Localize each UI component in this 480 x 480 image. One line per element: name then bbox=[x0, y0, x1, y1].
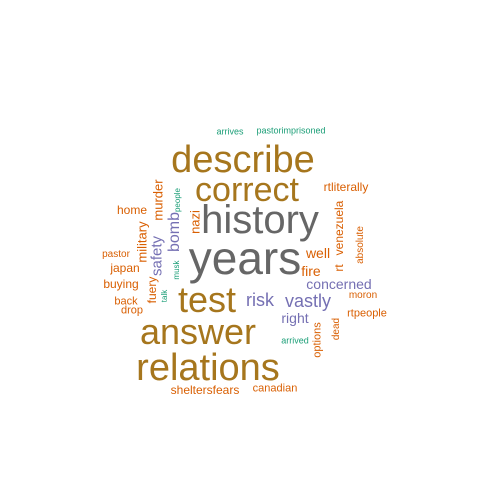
word-venezuela: venezuela bbox=[332, 200, 346, 256]
word-describe: describe bbox=[171, 139, 315, 181]
word-rt: rt bbox=[332, 264, 346, 272]
word-years: years bbox=[188, 232, 302, 284]
word-moron: moron bbox=[348, 290, 378, 301]
word-japan: japan bbox=[110, 261, 140, 275]
word-test: test bbox=[177, 279, 237, 320]
word-dead: dead bbox=[331, 317, 342, 341]
word-relations: relations bbox=[136, 347, 280, 389]
word-drop: drop bbox=[120, 304, 144, 317]
word-pastorimprisoned: pastorimprisoned bbox=[256, 125, 326, 136]
word-pastor: pastor bbox=[102, 249, 130, 260]
word-absolute: absolute bbox=[355, 226, 366, 264]
word-history: history bbox=[201, 198, 319, 242]
word-well: well bbox=[305, 245, 331, 261]
word-rtliterally: rtliterally bbox=[323, 180, 369, 194]
word-right: right bbox=[281, 310, 309, 326]
word-fire: fire bbox=[301, 263, 321, 279]
word-arrived: arrived bbox=[281, 335, 309, 346]
word-military: military bbox=[134, 221, 150, 263]
word-buying: buying bbox=[103, 277, 139, 291]
word-murder: murder bbox=[150, 179, 166, 221]
word-home: home bbox=[116, 203, 148, 217]
word-vastly: vastly bbox=[284, 291, 332, 311]
word-musk: musk bbox=[172, 260, 181, 280]
word-concerned: concerned bbox=[306, 276, 372, 292]
word-correct: correct bbox=[195, 171, 299, 209]
word-fuery: fuery bbox=[145, 276, 159, 304]
word-nazi: nazi bbox=[187, 210, 203, 234]
word-people: people bbox=[173, 187, 182, 213]
word-canadian: canadian bbox=[252, 382, 298, 395]
word-risk: risk bbox=[246, 290, 274, 310]
word-talk: talk bbox=[160, 289, 169, 303]
word-sheltersfears: sheltersfears bbox=[170, 383, 240, 397]
word-arrives: arrives bbox=[216, 126, 244, 137]
word-rtpeople: rtpeople bbox=[347, 307, 387, 320]
word-answer: answer bbox=[139, 311, 257, 352]
word-options: options bbox=[311, 322, 324, 358]
word-back: back bbox=[114, 295, 138, 308]
word-safety: safety bbox=[148, 235, 166, 277]
word-bomb: bomb bbox=[166, 211, 183, 253]
